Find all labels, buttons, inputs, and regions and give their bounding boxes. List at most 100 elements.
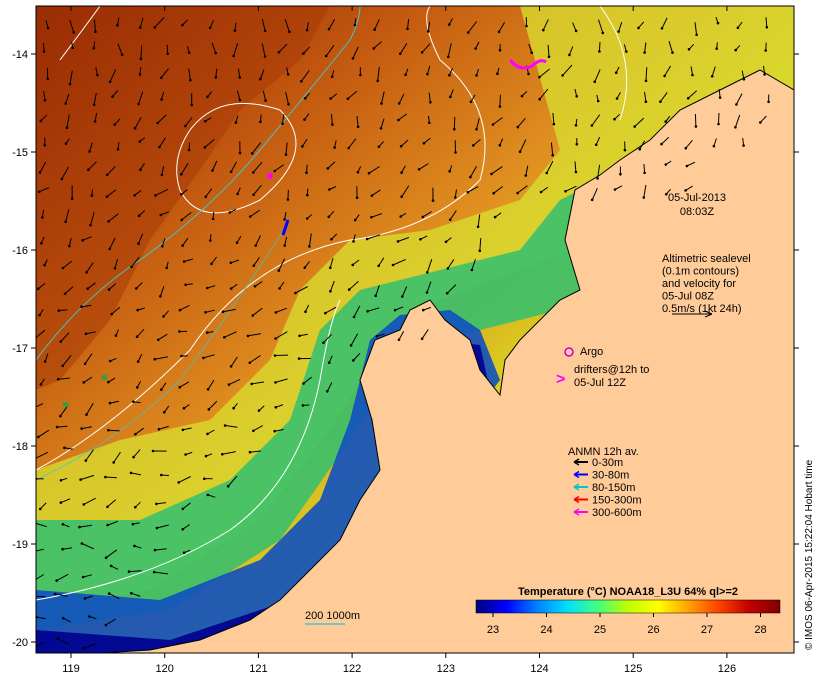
velocity-arrow	[45, 20, 49, 29]
velocity-arrow	[668, 41, 673, 53]
velocity-arrow-head	[448, 170, 452, 173]
velocity-arrow	[493, 185, 504, 194]
velocity-arrow	[83, 376, 93, 383]
mooring-marker	[267, 173, 273, 179]
velocity-arrow-head	[133, 544, 136, 548]
velocity-arrow-head	[135, 287, 138, 290]
velocity-arrow	[43, 90, 46, 101]
y-tick-label: -19	[12, 539, 28, 551]
velocity-arrow-head	[347, 288, 351, 291]
velocity-arrow	[686, 161, 696, 167]
anmn-legend-arrowhead	[573, 458, 580, 466]
velocity-arrow-head	[187, 148, 191, 152]
velocity-arrow-head	[210, 262, 213, 266]
velocity-arrow	[207, 379, 215, 390]
velocity-arrow	[105, 549, 118, 559]
velocity-arrow-head	[685, 164, 689, 168]
velocity-arrow-head	[108, 80, 112, 84]
velocity-arrow	[161, 238, 166, 247]
velocity-arrow-head	[93, 120, 97, 123]
velocity-arrow	[376, 333, 385, 337]
velocity-arrow	[108, 377, 116, 383]
velocity-arrow-head	[539, 190, 543, 194]
velocity-arrow	[159, 137, 166, 148]
velocity-arrow	[207, 429, 215, 435]
velocity-arrow-head	[132, 455, 135, 459]
velocity-arrow	[83, 574, 93, 578]
velocity-arrow	[254, 281, 263, 287]
velocity-arrow-head	[139, 26, 142, 29]
velocity-arrow-head	[327, 215, 331, 219]
velocity-arrow-head	[39, 507, 42, 511]
velocity-arrow-head	[300, 80, 303, 83]
velocity-arrow	[453, 116, 456, 130]
mooring-arrow	[281, 219, 290, 236]
velocity-arrow-head	[81, 239, 84, 242]
velocity-arrow-head	[286, 73, 290, 76]
contour	[59, 6, 101, 61]
velocity-arrow-head	[187, 51, 191, 54]
velocity-arrow-head	[365, 237, 369, 241]
velocity-arrow	[418, 163, 429, 170]
colorbar-tick-label: 23	[487, 624, 499, 636]
velocity-arrow-head	[83, 597, 87, 600]
velocity-arrow	[328, 19, 336, 30]
velocity-arrow-head	[277, 50, 281, 54]
velocity-arrow-head	[252, 171, 255, 174]
velocity-arrow-head	[228, 211, 232, 214]
velocity-arrow-head	[301, 145, 304, 148]
velocity-arrow-head	[475, 127, 478, 131]
velocity-arrow-head	[63, 446, 66, 450]
velocity-arrow-head	[547, 55, 551, 59]
velocity-arrow-head	[206, 388, 210, 391]
velocity-arrow-head	[420, 337, 424, 341]
velocity-arrow-head	[575, 142, 579, 146]
velocity-arrow-head	[116, 148, 120, 151]
velocity-arrow-head	[87, 168, 90, 171]
velocity-arrow-head	[302, 52, 305, 55]
velocity-arrow	[247, 333, 261, 337]
velocity-arrow-head	[156, 121, 159, 125]
velocity-arrow-head	[284, 153, 288, 156]
velocity-arrow-head	[490, 172, 493, 176]
velocity-arrow-head	[109, 564, 113, 568]
velocity-arrow	[253, 425, 263, 432]
velocity-arrow-head	[252, 193, 255, 196]
velocity-arrow-head	[72, 31, 76, 34]
velocity-arrow-head	[61, 523, 65, 526]
velocity-arrow	[108, 429, 120, 432]
altimetry-line: Altimetric sealevel	[662, 253, 751, 265]
y-tick-label: -14	[12, 49, 28, 61]
velocity-arrow-head	[229, 365, 233, 368]
velocity-arrow	[375, 285, 380, 296]
velocity-arrow-head	[687, 48, 691, 51]
velocity-arrow	[643, 164, 646, 173]
velocity-arrow-head	[660, 27, 664, 30]
velocity-arrow	[255, 235, 261, 246]
velocity-arrow	[275, 307, 288, 313]
velocity-arrow-head	[204, 454, 208, 458]
velocity-arrow-head	[353, 23, 357, 27]
velocity-arrow	[367, 307, 380, 312]
velocity-arrow	[85, 449, 94, 461]
velocity-arrow-head	[182, 406, 186, 410]
velocity-arrow-head	[347, 146, 351, 150]
velocity-arrow-head	[57, 309, 61, 312]
velocity-arrow	[154, 16, 165, 28]
velocity-arrow	[182, 427, 192, 431]
velocity-arrow-head	[259, 120, 262, 124]
velocity-arrow	[347, 90, 358, 100]
velocity-arrow-head	[158, 145, 161, 149]
velocity-arrow	[467, 186, 479, 193]
velocity-arrow-head	[160, 473, 163, 477]
anmn-legend-label: 300-600m	[592, 507, 642, 519]
velocity-arrow-head	[428, 121, 431, 125]
velocity-arrow-head	[204, 311, 207, 314]
velocity-arrow-head	[46, 77, 49, 81]
velocity-arrow	[44, 353, 49, 362]
velocity-arrow	[525, 165, 529, 176]
velocity-arrow-head	[305, 171, 308, 174]
velocity-arrow-head	[422, 308, 425, 312]
velocity-arrow	[539, 68, 550, 78]
